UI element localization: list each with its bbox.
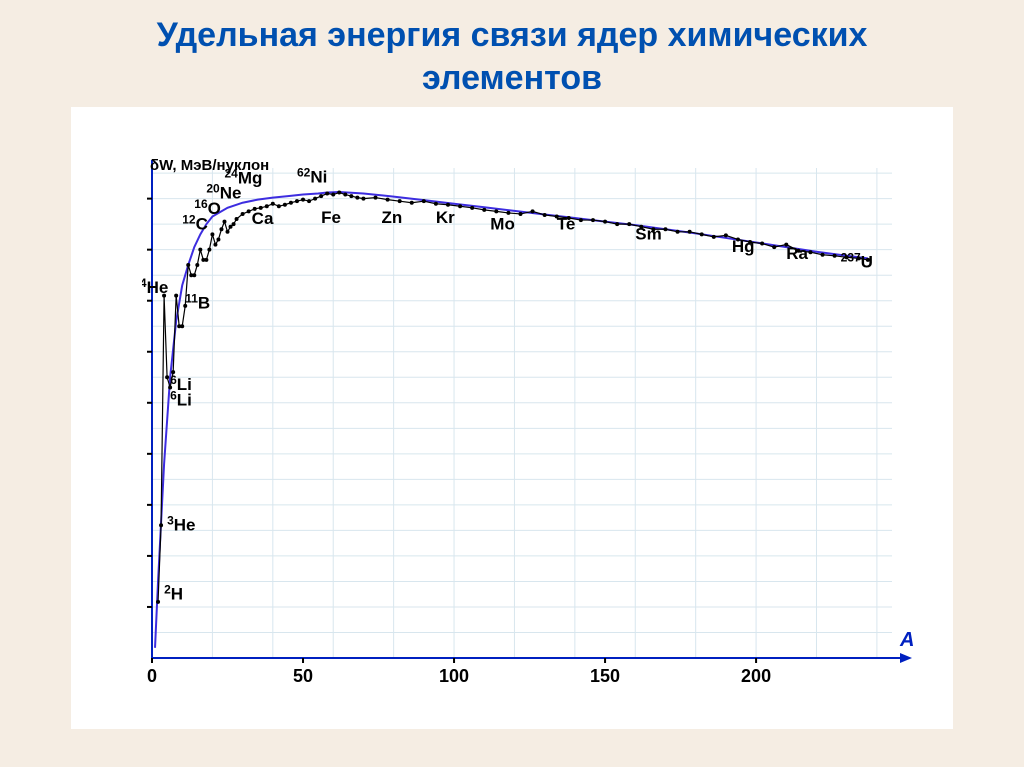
svg-text:50: 50 [293, 666, 313, 686]
svg-text:2H: 2H [164, 582, 183, 603]
svg-text:Mo: Mo [490, 214, 515, 233]
svg-text:Ca: Ca [252, 209, 274, 228]
svg-text:3He: 3He [167, 513, 195, 534]
svg-text:Sm: Sm [635, 224, 661, 243]
svg-text:6Li: 6Li [170, 388, 192, 409]
svg-text:Hg: Hg [732, 237, 755, 256]
binding-energy-chart: 123456789050100150200AδW, МэВ/нуклон2H3H… [142, 158, 922, 718]
svg-text:150: 150 [590, 666, 620, 686]
svg-text:200: 200 [741, 666, 771, 686]
svg-text:0: 0 [147, 666, 157, 686]
svg-text:Te: Te [557, 214, 576, 233]
svg-text:Ra: Ra [786, 244, 808, 263]
plot-area: 123456789050100150200AδW, МэВ/нуклон2H3H… [142, 158, 922, 698]
page-title: Удельная энергия связи ядер химических э… [0, 0, 1024, 107]
svg-text:Kr: Kr [436, 208, 455, 227]
chart-container: 123456789050100150200AδW, МэВ/нуклон2H3H… [71, 107, 953, 729]
svg-text:12C: 12C [182, 212, 208, 233]
svg-text:100: 100 [439, 666, 469, 686]
title-line2: элементов [40, 57, 984, 100]
svg-text:62Ni: 62Ni [297, 165, 327, 186]
svg-text:Fe: Fe [321, 208, 341, 227]
svg-text:A: A [899, 629, 914, 651]
svg-text:Zn: Zn [382, 208, 403, 227]
title-line1: Удельная энергия связи ядер химических [40, 14, 984, 57]
svg-text:237U: 237U [841, 251, 873, 272]
svg-text:11B: 11B [185, 291, 210, 312]
svg-text:4He: 4He [142, 276, 168, 297]
